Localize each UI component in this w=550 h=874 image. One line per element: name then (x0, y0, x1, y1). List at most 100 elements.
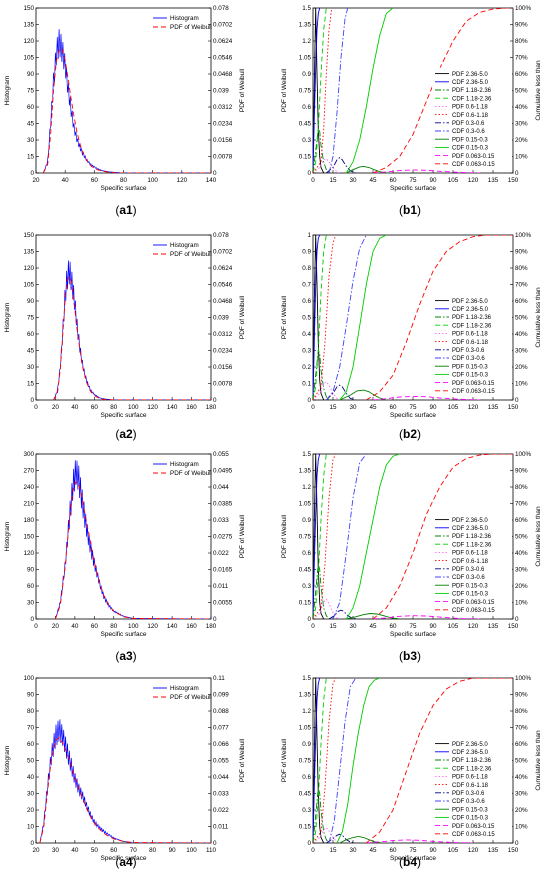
legend-background (432, 513, 512, 616)
y2-tick-label: 0.099 (213, 692, 229, 699)
legend-background (432, 294, 512, 397)
y-tick-label: 1.2 (302, 38, 311, 45)
y-tick-label: 0.45 (299, 791, 312, 798)
y-tick-label: 0.75 (299, 758, 312, 765)
legend: PDF 2.36-5.0 CDF 2.36-5.0 PDF 1.18-2.36 CDF… (432, 294, 512, 397)
y2-tick-label: 0.066 (213, 741, 229, 748)
series-group (313, 454, 513, 619)
y2-tick-label: 50% (515, 758, 528, 765)
y-tick-label: 0.9 (302, 741, 311, 748)
y-tick-label: 100 (23, 675, 34, 682)
y2-tick-label: 10% (515, 154, 528, 161)
y2-tick-label: 0.0156 (213, 137, 233, 144)
series-group (313, 678, 513, 843)
legend-label: PDF 0.6-1.18 (452, 332, 488, 338)
legend-label: CDF 0.3-0.6 (452, 799, 485, 805)
legend-label: PDF 0.063-0.15 (452, 824, 495, 830)
y-tick-label: 0.3 (302, 807, 311, 814)
legend-label: CDF 0.063-0.15 (452, 162, 495, 168)
y2-tick-label: 0.0234 (213, 348, 233, 355)
y-tick-label: 135 (23, 22, 34, 29)
y2-tick-label: 100% (515, 451, 532, 458)
legend-label: Histogram (170, 15, 199, 22)
legend-label: PDF 0.063-0.15 (452, 381, 495, 387)
panel-caption: (b3) (399, 649, 421, 663)
x-tick-label: 40 (62, 177, 70, 184)
legend-label: CDF 0.15-0.3 (452, 592, 489, 598)
x-tick-label: 80 (110, 623, 118, 630)
x-tick-label: 150 (508, 847, 519, 854)
y2-tick-label: 100% (515, 232, 532, 239)
y-tick-label: 0.4 (302, 331, 311, 338)
panel-caption: (b4) (399, 855, 421, 869)
y-tick-label: 1.35 (299, 692, 312, 699)
x-tick-label: 30 (349, 623, 357, 630)
y-tick-label: 20 (27, 807, 35, 814)
series-group (313, 235, 513, 400)
y2-tick-label: 60% (515, 298, 528, 305)
y2-tick-label: 70% (515, 55, 528, 62)
y-tick-label: 1.5 (302, 5, 311, 12)
series-line-pdf-0-063-0-15 (372, 615, 480, 619)
x-axis-label: Specific surface (390, 631, 436, 638)
y2-tick-label: 0.0055 (213, 600, 233, 607)
legend-label: PDF 1.18-2.36 (452, 315, 492, 321)
series-line-pdf-1-18-2-36 (313, 127, 330, 173)
y-tick-label: 0 (307, 840, 311, 847)
y2-tick-label: 0.088 (213, 708, 229, 715)
y2-tick-label: 0.055 (213, 451, 229, 458)
series-line-pdf-of-weibull (53, 275, 211, 400)
y-tick-label: 0.3 (302, 583, 311, 590)
x-tick-label: 20 (52, 404, 60, 411)
legend: Histogram PDF of Weibull (153, 242, 212, 258)
y2-tick-label: 0 (213, 170, 217, 177)
x-tick-label: 160 (186, 623, 197, 630)
y2-tick-label: 0.039 (213, 88, 229, 95)
legend-label: PDF of Weibull (170, 24, 212, 31)
series-line-pdf-0-063-0-15 (372, 395, 480, 400)
x-tick-label: 120 (177, 177, 188, 184)
y-tick-label: 0 (30, 170, 34, 177)
x-tick-label: 60 (110, 847, 118, 854)
y-tick-label: 30 (27, 137, 35, 144)
legend-label: PDF 0.3-0.6 (452, 121, 485, 127)
series-line-cdf-1-18-2-36 (313, 8, 327, 173)
legend-label: PDF 1.18-2.36 (452, 758, 492, 764)
y-tick-label: 60 (27, 104, 35, 111)
x-tick-label: 180 (206, 623, 217, 630)
y-axis-label: Histogram (4, 746, 11, 776)
x-tick-label: 180 (206, 404, 217, 411)
y2-axis-label: PDF of Weibull (239, 738, 246, 782)
y-tick-label: 150 (23, 232, 34, 239)
y2-tick-label: 0.077 (213, 725, 229, 732)
series-line-cdf-0-6-1-18 (313, 8, 333, 173)
x-tick-label: 45 (369, 847, 377, 854)
y-tick-label: 1.05 (299, 725, 312, 732)
y-tick-label: 0.75 (299, 88, 312, 95)
y2-tick-label: 70% (515, 725, 528, 732)
x-tick-label: 20 (32, 177, 40, 184)
panel-caption: (a4) (115, 855, 136, 869)
legend-label: CDF 0.063-0.15 (452, 608, 495, 614)
y2-tick-label: 30% (515, 567, 528, 574)
x-tick-label: 15 (329, 404, 337, 411)
x-tick-label: 70 (130, 847, 138, 854)
y2-tick-label: 30% (515, 791, 528, 798)
x-tick-label: 40 (71, 404, 79, 411)
y-tick-label: 0.7 (302, 282, 311, 289)
x-tick-label: 135 (488, 404, 499, 411)
y2-tick-label: 80% (515, 708, 528, 715)
x-tick-label: 90 (429, 623, 437, 630)
y-axis-label: PDF of Weibull (281, 295, 288, 339)
x-axis-label: Specific surface (390, 855, 436, 862)
legend-label: CDF 0.15-0.3 (452, 373, 489, 379)
legend-label: CDF 0.6-1.18 (452, 340, 489, 346)
x-tick-label: 90 (169, 847, 177, 854)
y2-tick-label: 20% (515, 137, 528, 144)
panel-caption: (a3) (115, 649, 136, 663)
legend-label: CDF 2.36-5.0 (452, 526, 489, 532)
legend-label: CDF 2.36-5.0 (452, 307, 489, 313)
series-line-pdf-of-weibull (39, 736, 211, 843)
y-tick-label: 80 (27, 708, 35, 715)
y-tick-label: 45 (27, 348, 35, 355)
